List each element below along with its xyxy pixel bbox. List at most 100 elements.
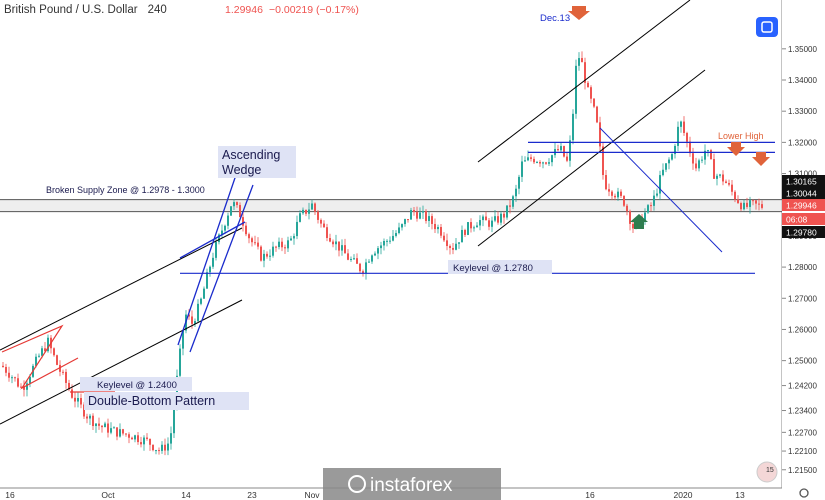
- settings-gear-icon[interactable]: [799, 488, 809, 498]
- candle-body: [80, 398, 82, 405]
- candle-body: [305, 209, 307, 214]
- y-tick-label: 1.22100: [788, 447, 817, 456]
- candle-body: [653, 195, 655, 206]
- candle-body: [173, 406, 175, 434]
- candle-body: [194, 321, 196, 324]
- candle-body: [608, 189, 610, 192]
- price-label-bg: [782, 187, 825, 199]
- candle-body: [506, 205, 508, 218]
- candle-body: [611, 191, 613, 196]
- candle-body: [20, 386, 22, 388]
- candle-body: [254, 242, 256, 244]
- y-tick-label: 1.23400: [788, 407, 817, 416]
- candle-body: [317, 211, 319, 220]
- y-tick-label: 1.28000: [788, 263, 817, 272]
- y-tick-label: 1.21500: [788, 466, 817, 475]
- candle-body: [743, 202, 745, 210]
- x-tick-label: 16: [585, 490, 595, 500]
- candle-body: [41, 348, 43, 356]
- candle-body: [26, 383, 28, 390]
- candle-body: [410, 210, 412, 220]
- price-label-zone: 1.30165: [786, 177, 817, 187]
- candle-body: [56, 355, 58, 365]
- x-tick-label: 2020: [674, 490, 693, 500]
- lower-high-down-arrow-icon: [727, 142, 745, 156]
- candle-body: [128, 434, 130, 438]
- candle-body: [95, 423, 97, 427]
- candle-body: [71, 389, 73, 398]
- candle-body: [671, 154, 673, 160]
- candle-body: [284, 247, 286, 249]
- candle-body: [692, 153, 694, 164]
- candle-body: [614, 195, 616, 198]
- candle-body: [263, 253, 265, 261]
- candle-body: [320, 219, 322, 224]
- chart-symbol-title: British Pound / U.S. Dollar 240: [4, 4, 167, 16]
- candle-body: [413, 210, 415, 212]
- candle-body: [542, 162, 544, 164]
- candle-body: [719, 174, 721, 176]
- candle-body: [53, 348, 55, 356]
- candle-body: [269, 255, 271, 257]
- candle-body: [650, 205, 652, 207]
- candle-body: [656, 193, 658, 196]
- candle-body: [605, 175, 607, 190]
- candle-body: [2, 365, 4, 367]
- candle-body: [359, 263, 361, 272]
- y-tick-label: 1.35000: [788, 45, 817, 54]
- watermark-text: instaforex: [370, 475, 453, 496]
- candle-body: [122, 429, 124, 434]
- candle-body: [425, 211, 427, 221]
- candle-body: [617, 191, 619, 198]
- upper-channel-lower-line: [477, 69, 706, 247]
- candle-body: [590, 87, 592, 99]
- candle-body: [245, 225, 247, 235]
- candle-body: [434, 223, 436, 230]
- candle-body: [110, 428, 112, 433]
- candle-body: [563, 146, 565, 157]
- candle-body: [494, 216, 496, 221]
- candle-body: [512, 196, 514, 207]
- candle-body: [161, 444, 163, 451]
- candle-body: [470, 222, 472, 229]
- screenshot-icon[interactable]: [756, 17, 778, 37]
- watermark-bg: [323, 468, 501, 500]
- candles-group: [2, 51, 763, 456]
- candle-body: [581, 58, 583, 63]
- candle-body: [296, 221, 298, 237]
- candle-body: [734, 191, 736, 200]
- candle-body: [14, 377, 16, 379]
- candle-body: [662, 169, 664, 176]
- candle-body: [347, 253, 349, 260]
- candle-body: [452, 248, 454, 250]
- candle-body: [167, 443, 169, 451]
- candle-body: [368, 261, 370, 263]
- screenshot-icon-glyph: [761, 21, 773, 33]
- candle-body: [44, 348, 46, 352]
- candle-body: [170, 433, 172, 444]
- candle-body: [467, 222, 469, 235]
- candle-body: [206, 272, 208, 289]
- candle-body: [746, 202, 748, 207]
- candle-body: [29, 376, 31, 384]
- y-tick-label: 1.26000: [788, 325, 817, 334]
- candle-body: [485, 216, 487, 221]
- candle-body: [515, 188, 517, 197]
- candle-body: [65, 371, 67, 383]
- candle-body: [371, 255, 373, 262]
- candle-body: [431, 216, 433, 224]
- candle-body: [704, 150, 706, 160]
- candle-body: [5, 366, 7, 373]
- y-tick-label: 1.34000: [788, 76, 817, 85]
- candle-body: [386, 240, 388, 242]
- watermark-logo-icon: [348, 475, 366, 493]
- x-axis-ticks: 16 Oct 14 23 Nov 16 2020 13: [5, 490, 745, 500]
- candle-body: [680, 121, 682, 127]
- price-axis-area[interactable]: [782, 0, 825, 500]
- y-axis-ticks: 1.35000 1.34000 1.33000 1.32000 1.31000 1.300…: [782, 45, 817, 475]
- y-tick-label: 1.25000: [788, 357, 817, 366]
- candle-body: [335, 241, 337, 245]
- price-label-zone: 1.29780: [786, 228, 817, 238]
- lower-channel-upper-line: [0, 227, 243, 351]
